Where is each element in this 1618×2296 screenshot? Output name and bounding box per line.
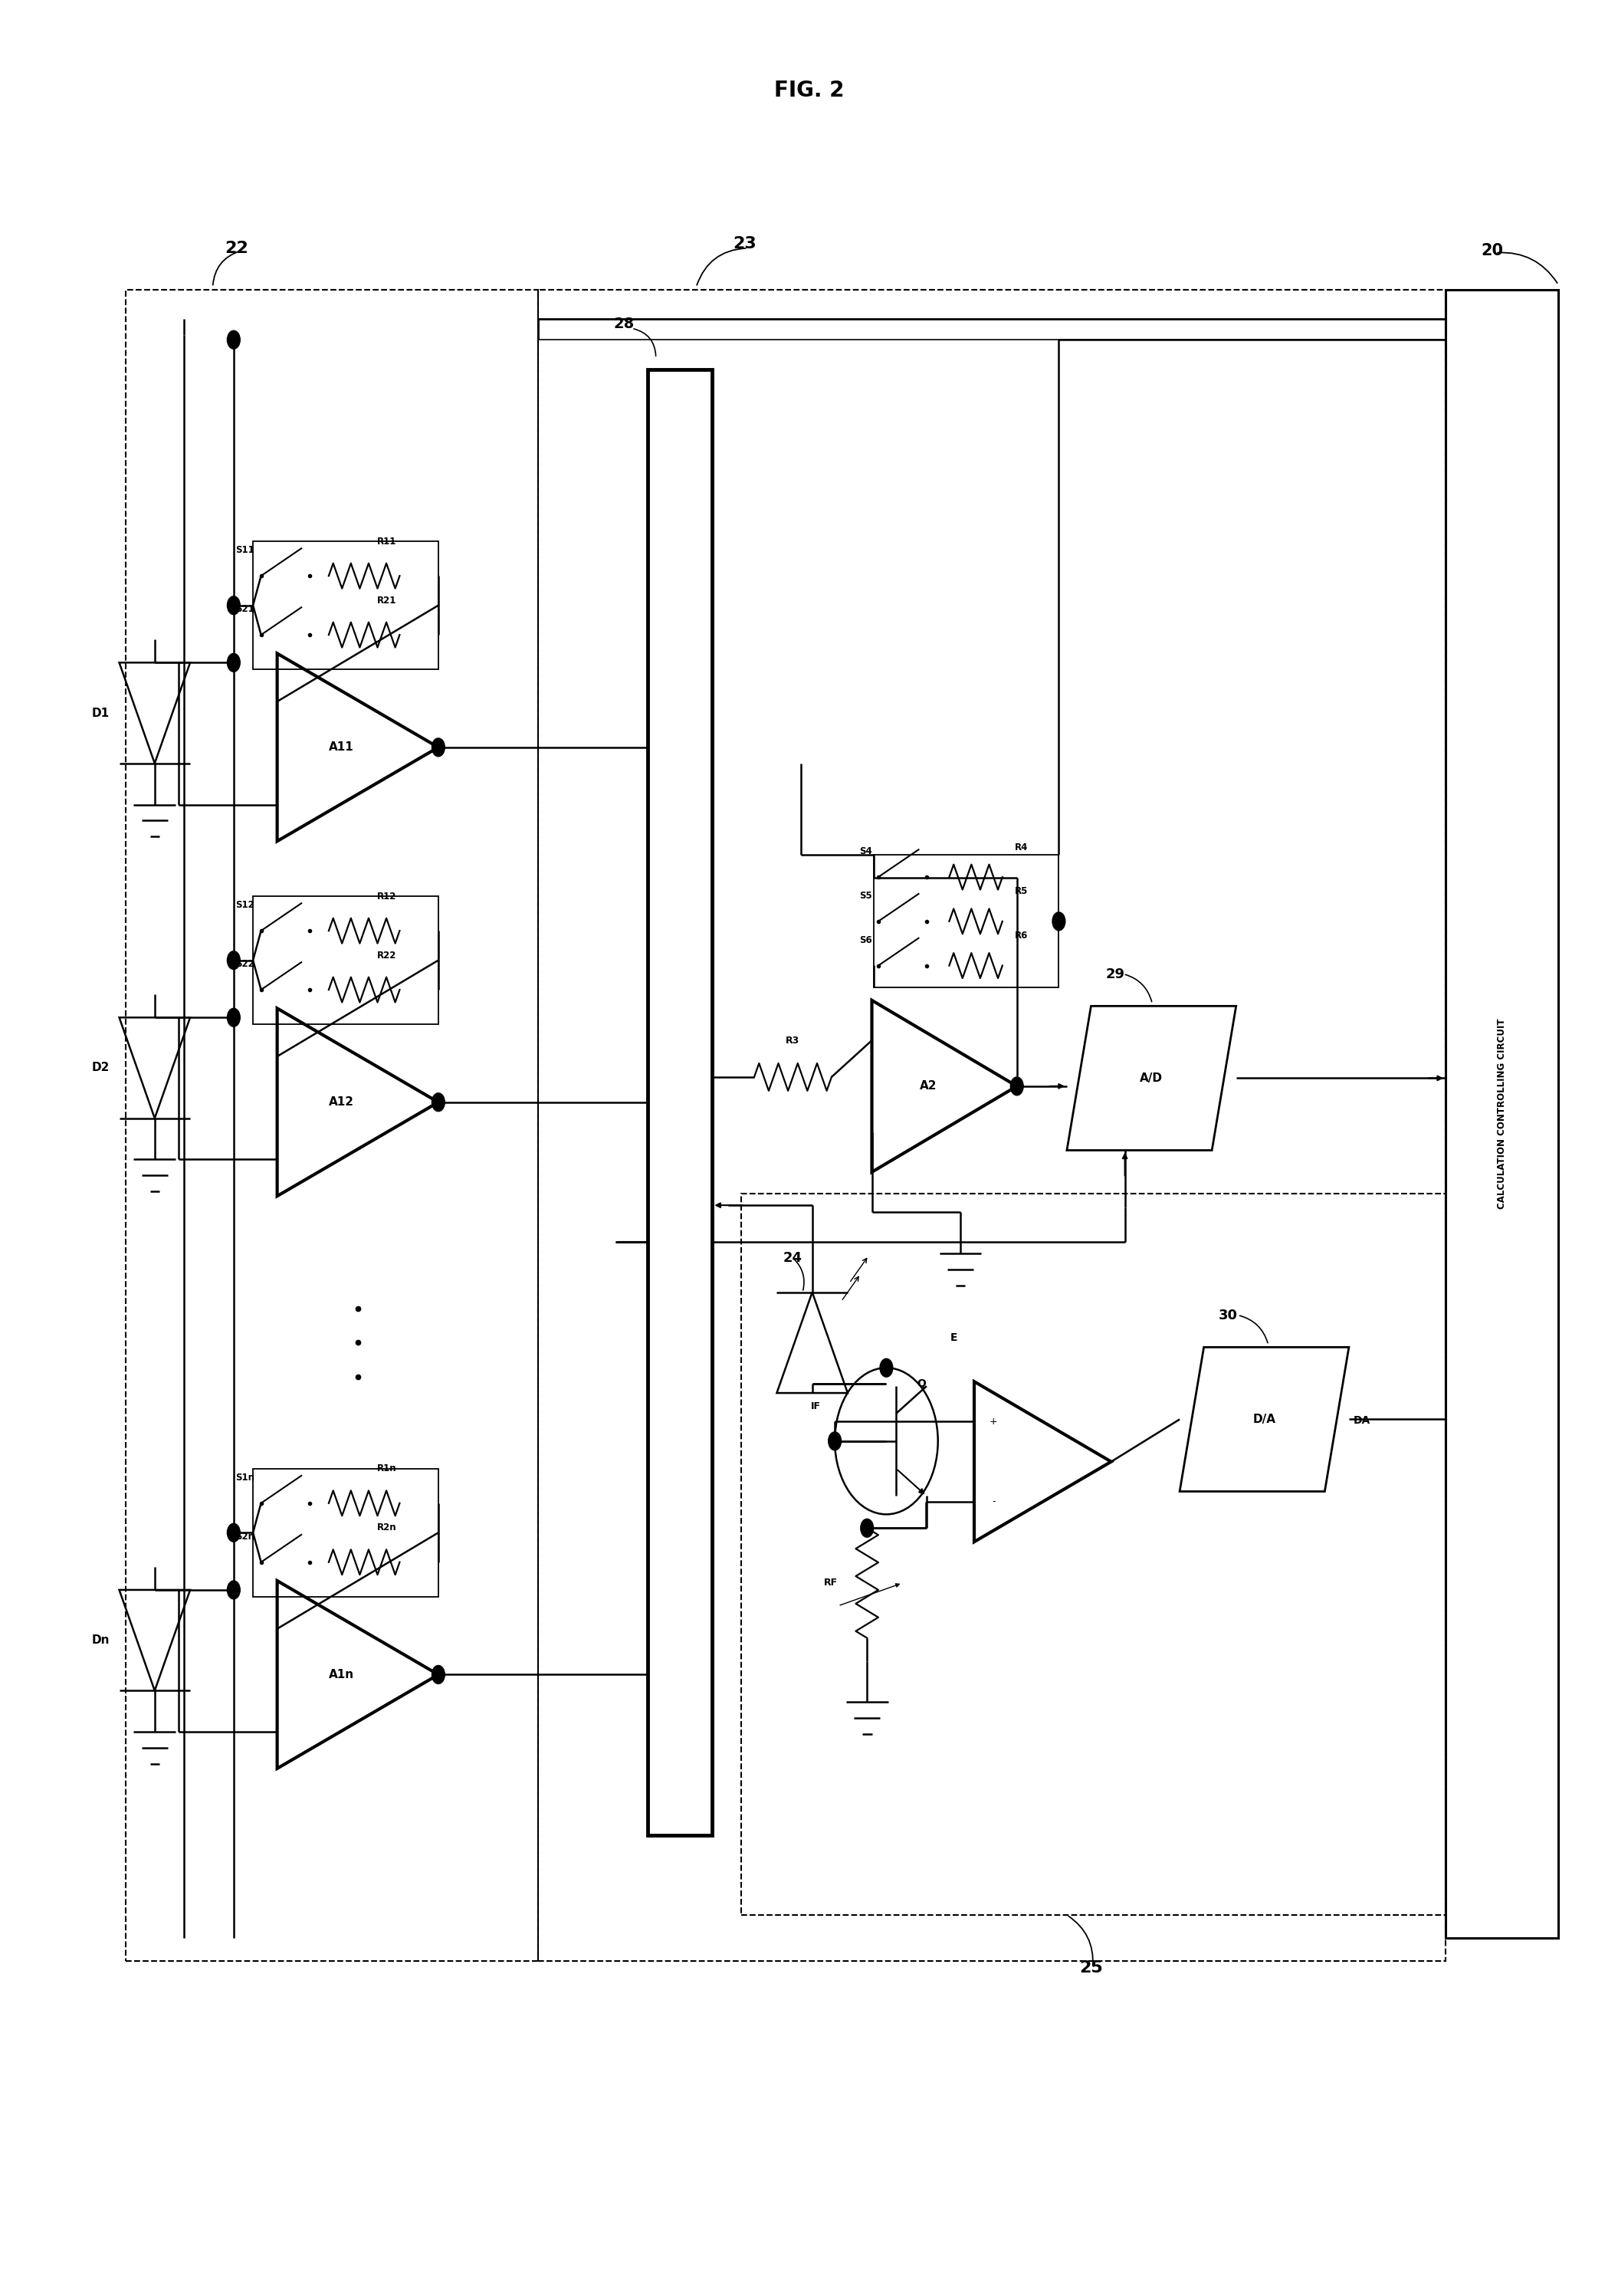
- Circle shape: [227, 1580, 239, 1598]
- Text: R12: R12: [377, 891, 396, 902]
- Text: R21: R21: [377, 595, 396, 606]
- Text: FIG. 2: FIG. 2: [773, 80, 845, 101]
- Text: 29: 29: [1105, 967, 1125, 980]
- Text: Q: Q: [917, 1378, 927, 1389]
- Text: S2n: S2n: [236, 1531, 254, 1541]
- Bar: [741, 1194, 1445, 1915]
- Bar: [539, 289, 1445, 1961]
- Bar: [252, 542, 438, 670]
- Text: 23: 23: [733, 236, 756, 250]
- Text: 20: 20: [1480, 243, 1503, 257]
- Circle shape: [861, 1520, 874, 1538]
- Bar: [252, 1469, 438, 1596]
- Circle shape: [432, 1665, 445, 1683]
- Text: S5: S5: [859, 891, 872, 900]
- Text: R11: R11: [377, 537, 396, 546]
- Bar: [647, 370, 712, 1835]
- Text: S4: S4: [859, 847, 872, 856]
- Text: RF: RF: [824, 1577, 838, 1589]
- Circle shape: [432, 1093, 445, 1111]
- Circle shape: [227, 1008, 239, 1026]
- Text: E: E: [950, 1332, 958, 1343]
- Text: R6: R6: [1014, 930, 1029, 941]
- Circle shape: [227, 597, 239, 615]
- Text: D/A: D/A: [1252, 1414, 1275, 1426]
- Circle shape: [1011, 1077, 1023, 1095]
- Bar: [126, 289, 539, 1961]
- Text: CALCULATION CONTROLLING CIRCUIT: CALCULATION CONTROLLING CIRCUIT: [1497, 1019, 1506, 1210]
- Text: D2: D2: [92, 1063, 110, 1075]
- Circle shape: [227, 331, 239, 349]
- Text: A11: A11: [328, 742, 354, 753]
- Text: R4: R4: [1014, 843, 1029, 852]
- Circle shape: [880, 1359, 893, 1378]
- Text: DA: DA: [1354, 1414, 1370, 1426]
- Text: A/D: A/D: [1141, 1072, 1163, 1084]
- Bar: [1445, 289, 1558, 1938]
- Text: IF: IF: [811, 1403, 820, 1412]
- Text: A1n: A1n: [328, 1669, 354, 1681]
- Text: 24: 24: [783, 1251, 803, 1265]
- Circle shape: [432, 737, 445, 755]
- Text: -: -: [992, 1497, 995, 1506]
- Bar: [252, 895, 438, 1024]
- Text: 25: 25: [1079, 1961, 1103, 1975]
- Text: S11: S11: [236, 544, 254, 556]
- Text: 22: 22: [225, 241, 249, 255]
- Text: D1: D1: [92, 707, 110, 719]
- Text: 30: 30: [1218, 1309, 1238, 1322]
- Text: R2n: R2n: [377, 1522, 396, 1534]
- Text: S12: S12: [236, 900, 254, 909]
- Text: S6: S6: [859, 934, 872, 946]
- Text: S22: S22: [236, 960, 254, 969]
- Text: 28: 28: [613, 317, 634, 331]
- Text: A2: A2: [919, 1081, 937, 1093]
- Text: R3: R3: [786, 1035, 799, 1045]
- Text: R22: R22: [377, 951, 396, 960]
- Text: Dn: Dn: [92, 1635, 110, 1646]
- Text: MULTIPLEXER: MULTIPLEXER: [675, 1061, 686, 1143]
- Bar: [874, 854, 1058, 987]
- Text: S1n: S1n: [236, 1472, 254, 1483]
- Circle shape: [227, 951, 239, 969]
- Circle shape: [227, 1525, 239, 1543]
- Circle shape: [828, 1433, 841, 1451]
- Text: R5: R5: [1014, 886, 1029, 895]
- Text: S21: S21: [236, 604, 254, 615]
- Text: +: +: [990, 1417, 998, 1426]
- Circle shape: [1052, 912, 1065, 930]
- Text: R1n: R1n: [377, 1465, 396, 1474]
- Circle shape: [227, 654, 239, 673]
- Text: A12: A12: [328, 1097, 354, 1109]
